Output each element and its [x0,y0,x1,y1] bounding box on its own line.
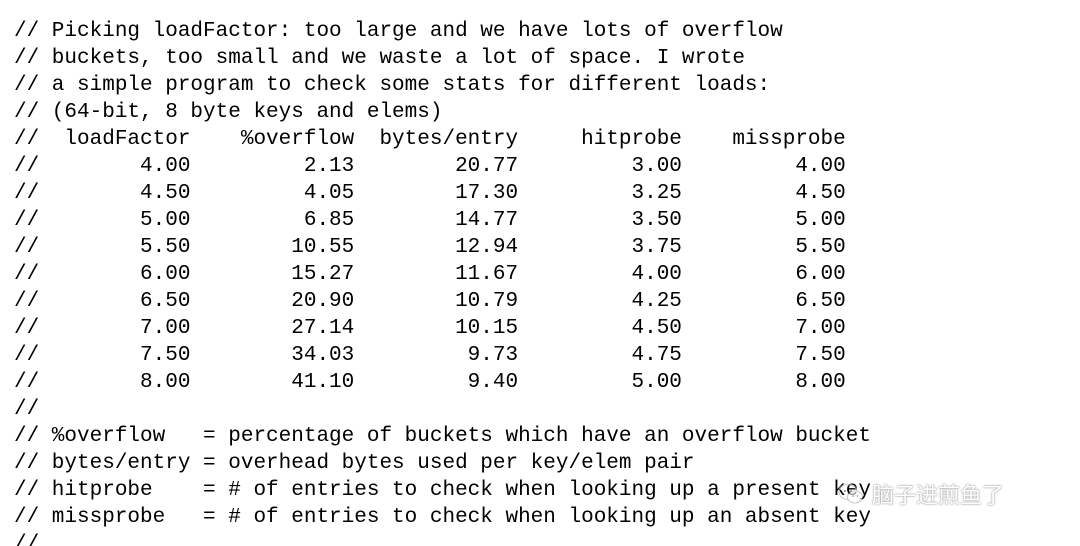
table-row: // 4.00 2.13 20.77 3.00 4.00 [14,155,846,178]
legend-line-overflow: // %overflow = percentage of buckets whi… [14,425,871,448]
table-row: // 7.00 27.14 10.15 4.50 7.00 [14,317,846,340]
table-row: // 5.50 10.55 12.94 3.75 5.50 [14,236,846,259]
table-row: // 5.00 6.85 14.77 3.50 5.00 [14,209,846,232]
table-row: // 6.50 20.90 10.79 4.25 6.50 [14,290,846,313]
table-header-line: // loadFactor %overflow bytes/entry hitp… [14,128,846,151]
table-row: // 4.50 4.05 17.30 3.25 4.50 [14,182,846,205]
code-line-2: // buckets, too small and we waste a lot… [14,47,745,70]
table-row: // 6.00 15.27 11.67 4.00 6.00 [14,263,846,286]
code-line-blank-comment: // [14,398,40,421]
legend-line-bytes-entry: // bytes/entry = overhead bytes used per… [14,452,695,475]
code-view: // Picking loadFactor: too large and we … [14,18,1074,546]
code-line-3: // a simple program to check some stats … [14,74,771,97]
table-row: // 7.50 34.03 9.73 4.75 7.50 [14,344,846,367]
code-line-4: // (64-bit, 8 byte keys and elems) [14,101,443,124]
legend-line-hitprobe: // hitprobe = # of entries to check when… [14,479,871,502]
table-row: // 8.00 41.10 9.40 5.00 8.00 [14,371,846,394]
code-line-1: // Picking loadFactor: too large and we … [14,20,783,43]
code-line-trailing-comment: // [14,533,40,546]
legend-line-missprobe: // missprobe = # of entries to check whe… [14,506,871,529]
